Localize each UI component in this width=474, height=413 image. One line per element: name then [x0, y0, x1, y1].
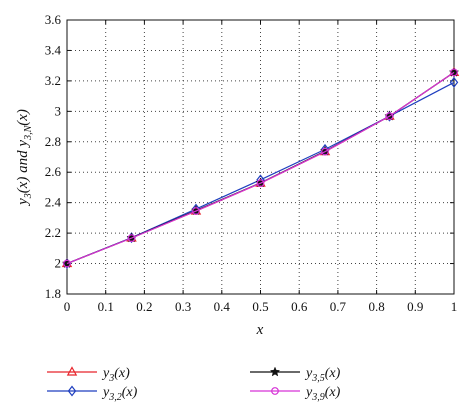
- circle-marker: [63, 259, 71, 268]
- circle-marker: [271, 387, 279, 395]
- legend-item: y3,9(x): [250, 385, 341, 403]
- x-tick-label: 0.2: [136, 299, 152, 314]
- series-line: [66, 71, 455, 265]
- y-tick-label: 1.8: [45, 286, 61, 301]
- y-tick-label: 3.4: [45, 42, 62, 57]
- legend-label: y3,2(x): [101, 385, 138, 403]
- star-marker: [269, 366, 281, 377]
- legend: y3(x)y3,2(x) y3,5(x)y3,9(x): [47, 366, 341, 403]
- series-line: [66, 71, 455, 265]
- y-tick-label: 2.4: [45, 195, 62, 210]
- legend-item: y3(x): [47, 366, 130, 384]
- y-tick-label: 2.6: [45, 164, 62, 179]
- triangle-marker: [66, 366, 78, 376]
- series-line: [66, 71, 455, 265]
- x-tick-label: 0.5: [252, 299, 268, 314]
- legend-label: y3,5(x): [304, 366, 341, 384]
- axis-ticks: 0 0.1 0.2 0.3 0.4 0.5 0.6 0.7 0.8 0.9 1 1.8 2 2.2 2.4 2…: [45, 12, 458, 314]
- circle-marker: [192, 207, 200, 215]
- y-tick-label: 3.6: [45, 12, 62, 27]
- x-tick-label: 0.7: [330, 299, 347, 314]
- x-tick-label: 0.3: [175, 299, 191, 314]
- circle-marker: [385, 112, 394, 121]
- series-4: [63, 68, 458, 268]
- x-tick-label: 0.6: [291, 299, 308, 314]
- circle-marker: [256, 179, 265, 188]
- circle-marker: [127, 234, 136, 243]
- grid: [67, 20, 454, 294]
- circle-marker: [450, 68, 458, 77]
- series-group: [61, 66, 460, 270]
- y-axis-title: y3(x) and y3,N(x): [15, 109, 34, 207]
- y-tick-label: 2.8: [45, 134, 61, 149]
- y-tick-label: 2.2: [45, 225, 61, 240]
- circle-marker: [321, 147, 329, 156]
- x-tick-label: 0: [64, 299, 71, 314]
- diamond-marker: [191, 203, 201, 215]
- x-tick-label: 0.8: [368, 299, 384, 314]
- diamond-marker: [67, 385, 77, 397]
- x-tick-label: 0.9: [407, 299, 423, 314]
- x-tick-label: 1: [451, 299, 458, 314]
- legend-item: y3,5(x): [250, 366, 341, 384]
- y-tick-label: 3: [55, 103, 62, 118]
- diamond-marker: [449, 76, 459, 88]
- y-tick-label: 2: [55, 256, 62, 271]
- legend-label: y3,9(x): [304, 385, 341, 403]
- x-tick-label: 0.1: [98, 299, 114, 314]
- y-tick-label: 3.2: [45, 73, 61, 88]
- diamond-marker: [320, 143, 330, 155]
- legend-item: y3,2(x): [47, 385, 138, 403]
- legend-label: y3(x): [101, 366, 130, 384]
- x-axis-title: x: [256, 322, 264, 338]
- series-3: [61, 66, 460, 268]
- x-tick-label: 0.4: [214, 299, 231, 314]
